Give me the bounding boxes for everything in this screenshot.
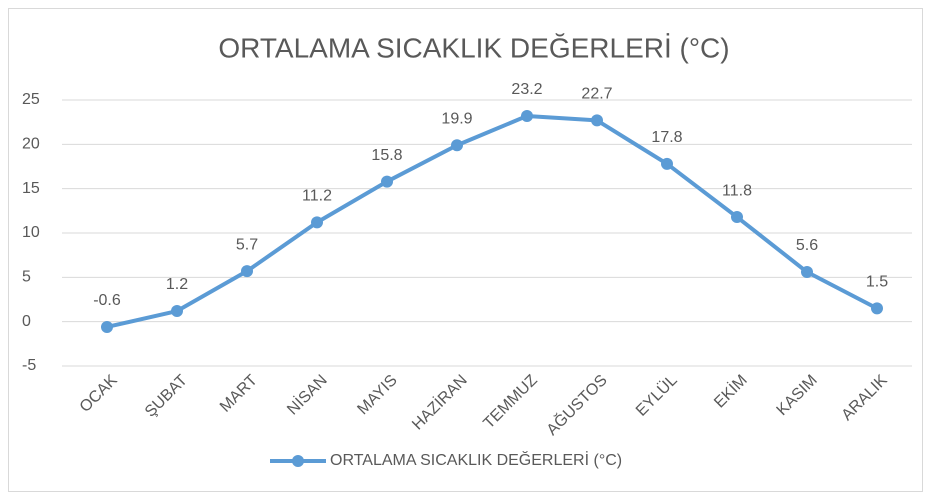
y-tick-label: -5 — [22, 357, 36, 374]
y-tick-label: 0 — [22, 313, 31, 330]
data-point — [521, 109, 533, 122]
data-label: 23.2 — [511, 81, 542, 98]
y-tick-label: 5 — [22, 269, 31, 286]
data-point — [311, 216, 323, 229]
data-label: 11.8 — [722, 182, 752, 199]
data-label: 1.2 — [166, 276, 188, 293]
data-point — [661, 157, 673, 170]
data-label: 11.2 — [302, 188, 332, 205]
data-point — [731, 211, 743, 224]
y-tick-label: 25 — [22, 91, 40, 108]
data-point — [871, 302, 883, 315]
data-label: -0.6 — [93, 292, 121, 309]
data-point — [381, 175, 393, 188]
data-label: 15.8 — [371, 147, 402, 164]
data-point — [171, 305, 183, 318]
y-tick-label: 15 — [22, 180, 40, 197]
data-label: 19.9 — [441, 110, 472, 127]
data-label: 17.8 — [651, 129, 682, 146]
data-point — [801, 266, 813, 279]
y-tick-label: 10 — [22, 224, 40, 241]
chart-title: ORTALAMA SICAKLIK DEĞERLERİ (°C) — [218, 32, 729, 63]
data-point — [241, 265, 253, 278]
legend-marker — [292, 455, 304, 467]
data-line — [106, 113, 878, 329]
legend-label: ORTALAMA SICAKLIK DEĞERLERİ (°C) — [330, 450, 622, 469]
data-label: 22.7 — [581, 86, 612, 103]
data-point — [451, 139, 463, 152]
data-label: 1.5 — [866, 274, 888, 291]
data-label: 5.6 — [796, 237, 818, 254]
data-point — [101, 320, 113, 333]
chart-border — [8, 8, 923, 492]
data-point — [591, 114, 603, 127]
data-label: 5.7 — [236, 236, 258, 253]
y-tick-label: 20 — [22, 136, 40, 153]
